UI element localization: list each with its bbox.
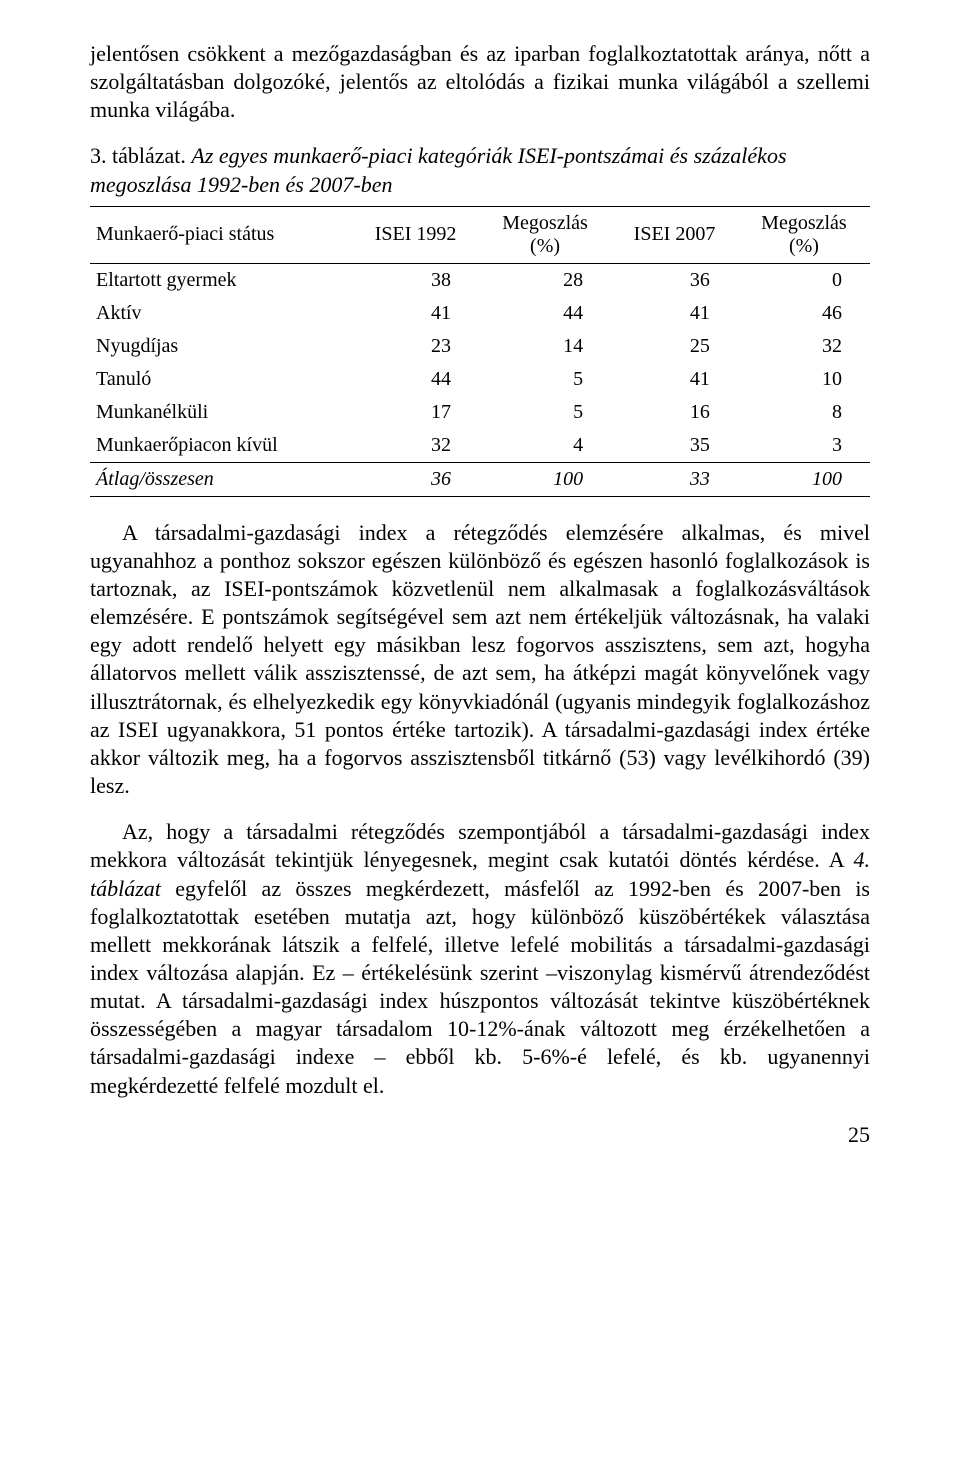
- table-row: Munkanélküli175168: [90, 396, 870, 429]
- row-value: 32: [738, 330, 870, 363]
- row-value: 44: [479, 297, 611, 330]
- summary-value: 33: [611, 462, 738, 496]
- row-value: 3: [738, 429, 870, 463]
- row-value: 10: [738, 363, 870, 396]
- row-value: 46: [738, 297, 870, 330]
- col-share-1992-l1: Megoszlás: [502, 212, 588, 234]
- col-isei-1992: ISEI 1992: [352, 206, 479, 263]
- summary-value: 100: [479, 462, 611, 496]
- row-value: 16: [611, 396, 738, 429]
- table-summary-row: Átlag/összesen3610033100: [90, 462, 870, 496]
- table-caption: 3. táblázat. Az egyes munkaerő-piaci kat…: [90, 142, 870, 199]
- col-share-2007-l2: (%): [789, 235, 819, 257]
- row-value: 0: [738, 263, 870, 297]
- table-body: Eltartott gyermek3828360Aktív41444146Nyu…: [90, 263, 870, 496]
- summary-value: 36: [352, 462, 479, 496]
- row-label: Tanuló: [90, 363, 352, 396]
- summary-label: Átlag/összesen: [90, 462, 352, 496]
- row-value: 5: [479, 363, 611, 396]
- table-row: Munkaerőpiacon kívül324353: [90, 429, 870, 463]
- table-row: Eltartott gyermek3828360: [90, 263, 870, 297]
- table-row: Tanuló4454110: [90, 363, 870, 396]
- col-share-1992-l2: (%): [530, 235, 560, 257]
- row-value: 32: [352, 429, 479, 463]
- row-value: 8: [738, 396, 870, 429]
- row-label: Munkaerőpiacon kívül: [90, 429, 352, 463]
- table-row: Nyugdíjas23142532: [90, 330, 870, 363]
- paragraph-3b: egyfelől az összes megkérdezett, másfelő…: [90, 876, 870, 1098]
- table-caption-label: 3. táblázat.: [90, 143, 186, 168]
- isei-table: Munkaerő-piaci státus ISEI 1992 Megoszlá…: [90, 206, 870, 497]
- summary-value: 100: [738, 462, 870, 496]
- page: jelentősen csökkent a mezőgazdaságban és…: [0, 0, 960, 1198]
- row-value: 41: [611, 363, 738, 396]
- row-value: 25: [611, 330, 738, 363]
- col-share-2007-l1: Megoszlás: [761, 212, 847, 234]
- col-share-1992: Megoszlás (%): [479, 206, 611, 263]
- paragraph-3a: Az, hogy a társadalmi rétegződés szempon…: [90, 819, 870, 872]
- row-label: Eltartott gyermek: [90, 263, 352, 297]
- row-value: 14: [479, 330, 611, 363]
- table-caption-title: Az egyes munkaerő-piaci kategóriák ISEI-…: [90, 143, 787, 197]
- col-status: Munkaerő-piaci státus: [90, 206, 352, 263]
- page-number: 25: [90, 1122, 870, 1148]
- row-value: 17: [352, 396, 479, 429]
- table-row: Aktív41444146: [90, 297, 870, 330]
- col-isei-2007: ISEI 2007: [611, 206, 738, 263]
- row-value: 41: [611, 297, 738, 330]
- row-value: 38: [352, 263, 479, 297]
- row-label: Munkanélküli: [90, 396, 352, 429]
- row-value: 23: [352, 330, 479, 363]
- row-value: 36: [611, 263, 738, 297]
- row-value: 44: [352, 363, 479, 396]
- row-value: 4: [479, 429, 611, 463]
- paragraph-lead: jelentősen csökkent a mezőgazdaságban és…: [90, 40, 870, 124]
- row-label: Aktív: [90, 297, 352, 330]
- row-value: 5: [479, 396, 611, 429]
- paragraph-2: A társadalmi-gazdasági index a rétegződé…: [90, 519, 870, 801]
- row-value: 41: [352, 297, 479, 330]
- col-share-2007: Megoszlás (%): [738, 206, 870, 263]
- row-value: 35: [611, 429, 738, 463]
- row-value: 28: [479, 263, 611, 297]
- paragraph-3: Az, hogy a társadalmi rétegződés szempon…: [90, 818, 870, 1100]
- row-label: Nyugdíjas: [90, 330, 352, 363]
- table-header-row: Munkaerő-piaci státus ISEI 1992 Megoszlá…: [90, 206, 870, 263]
